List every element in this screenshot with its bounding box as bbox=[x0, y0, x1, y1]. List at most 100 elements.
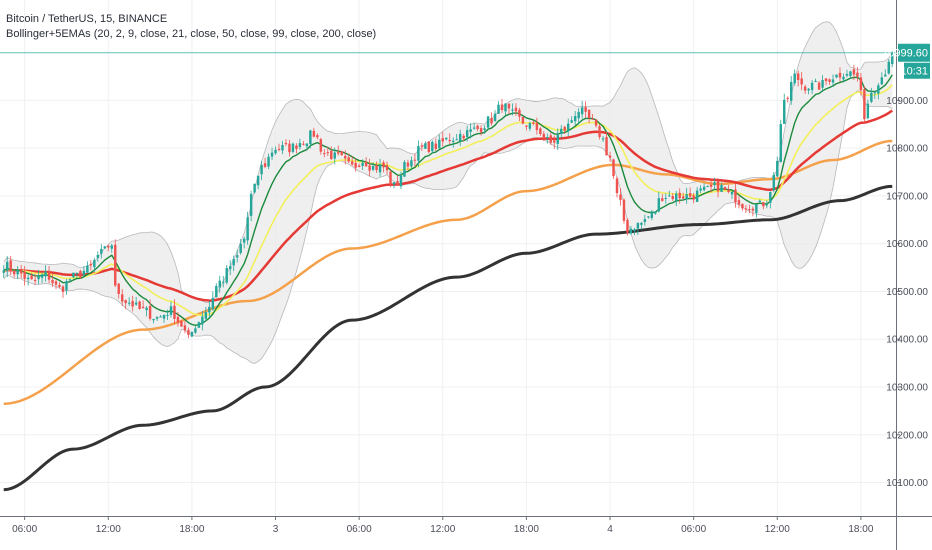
candle-body bbox=[354, 162, 357, 168]
candle-body bbox=[222, 281, 225, 283]
candle-body bbox=[389, 171, 392, 185]
candle-body bbox=[629, 228, 633, 234]
candle-body bbox=[114, 244, 117, 286]
candle-body bbox=[560, 128, 563, 134]
candle-body bbox=[326, 152, 330, 154]
candle-body bbox=[640, 222, 643, 225]
candle-body bbox=[438, 139, 441, 149]
candle-body bbox=[166, 314, 169, 316]
candle-body bbox=[330, 150, 333, 160]
candle-body bbox=[814, 81, 817, 83]
candle-body bbox=[30, 275, 33, 280]
candle-body bbox=[145, 307, 148, 311]
candle-body bbox=[880, 77, 884, 85]
candle-body bbox=[281, 145, 284, 151]
candle-body bbox=[54, 281, 58, 285]
candle-body bbox=[413, 159, 417, 161]
candle-body bbox=[849, 71, 852, 77]
candle-body bbox=[685, 194, 688, 200]
candle-body bbox=[23, 271, 26, 279]
candle-body bbox=[514, 107, 518, 112]
candle-body bbox=[253, 183, 256, 193]
candle-body bbox=[117, 283, 120, 294]
candle-body bbox=[16, 269, 19, 275]
candle-body bbox=[542, 133, 546, 138]
candle-body bbox=[772, 174, 776, 191]
x-tick-label: 4 bbox=[607, 524, 613, 535]
candle-body bbox=[96, 255, 100, 258]
candle-body bbox=[235, 255, 239, 258]
candle-body bbox=[525, 125, 528, 127]
candle-body bbox=[33, 279, 37, 281]
candle-body bbox=[19, 269, 23, 274]
candle-body bbox=[399, 175, 403, 187]
candle-body bbox=[713, 182, 716, 186]
candle-body bbox=[445, 137, 448, 140]
candle-body bbox=[89, 264, 93, 266]
candle-body bbox=[100, 248, 103, 254]
symbol-title[interactable]: Bitcoin / TetherUS, 15, BINANCE bbox=[6, 13, 168, 25]
candle-body bbox=[566, 123, 570, 132]
y-tick-label: 10600.00 bbox=[886, 239, 928, 250]
bollinger-bands bbox=[3, 21, 893, 364]
candle-body bbox=[476, 125, 479, 130]
candle-body bbox=[884, 74, 887, 77]
candle-body bbox=[378, 164, 382, 173]
candle-body bbox=[591, 118, 594, 120]
x-tick-label: 06:00 bbox=[12, 524, 37, 535]
candle-body bbox=[605, 137, 608, 156]
candle-body bbox=[72, 272, 75, 278]
candle-body bbox=[131, 300, 134, 307]
candle-body bbox=[47, 270, 51, 280]
candle-body bbox=[204, 311, 208, 319]
bollinger-fill bbox=[3, 21, 893, 364]
candle-body bbox=[86, 265, 89, 273]
candle-body bbox=[2, 270, 5, 273]
candle-body bbox=[598, 126, 601, 137]
candle-body bbox=[260, 165, 263, 175]
candle-body bbox=[654, 211, 657, 214]
candle-body bbox=[546, 137, 549, 139]
candle-body bbox=[472, 127, 476, 129]
candle-body bbox=[173, 305, 176, 319]
last-price-value: 10999.60 bbox=[882, 48, 928, 60]
candle-body bbox=[723, 187, 727, 191]
candle-body bbox=[549, 135, 553, 143]
candle-body bbox=[744, 208, 748, 210]
bollinger-upper bbox=[3, 21, 893, 304]
candle-body bbox=[636, 222, 640, 229]
candle-body bbox=[577, 111, 580, 119]
x-axis-ticks[interactable]: 06:00 12:00 18:00 3 06:00 12:00 18:00 4 06:00 12:… bbox=[12, 516, 874, 535]
candle-body bbox=[26, 277, 30, 280]
candle-body bbox=[187, 330, 190, 335]
candle-body bbox=[748, 209, 751, 211]
candle-body bbox=[737, 200, 741, 205]
candle-body bbox=[51, 279, 54, 284]
candle-body bbox=[699, 188, 702, 191]
candle-body bbox=[82, 270, 86, 276]
candle-body bbox=[755, 204, 758, 213]
candle-body bbox=[563, 126, 566, 131]
candle-body bbox=[267, 156, 270, 167]
candle-body bbox=[229, 266, 232, 270]
candle-body bbox=[40, 274, 44, 278]
x-tick-label: 18:00 bbox=[514, 524, 539, 535]
x-tick-label: 06:00 bbox=[347, 524, 372, 535]
candle-body bbox=[396, 180, 399, 186]
candle-body bbox=[643, 219, 647, 222]
candle-body bbox=[692, 195, 695, 200]
y-tick-label: 10300.00 bbox=[886, 383, 928, 394]
y-axis-ticks[interactable]: 10100.00 10200.00 10300.00 10400.00 10500.00… bbox=[886, 96, 928, 489]
candle-body bbox=[803, 86, 807, 91]
indicator-label[interactable]: Bollinger+5EMAs (20, 2, 9, close, 21, cl… bbox=[6, 28, 377, 40]
candle-body bbox=[458, 133, 462, 142]
candle-body bbox=[647, 216, 650, 218]
candle-body bbox=[152, 318, 155, 321]
candle-body bbox=[769, 191, 772, 203]
candle-body bbox=[180, 321, 183, 327]
candle-body bbox=[194, 328, 197, 333]
candle-body bbox=[650, 212, 654, 219]
candle-body bbox=[361, 162, 364, 166]
candle-body bbox=[434, 143, 438, 150]
